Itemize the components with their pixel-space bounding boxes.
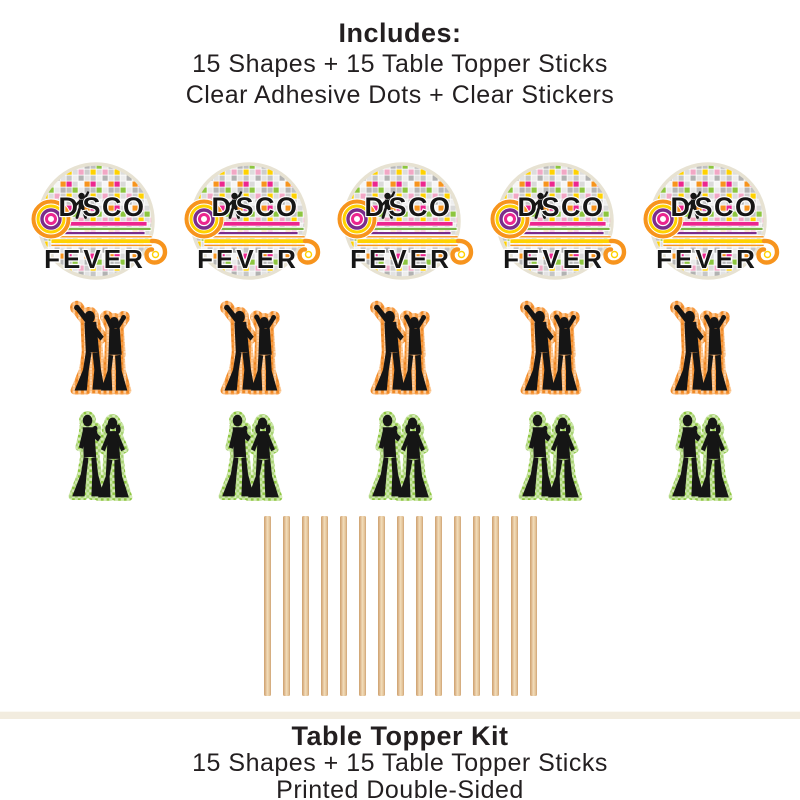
wooden-stick bbox=[301, 516, 309, 696]
disco-fever-logo: D SCO FEVER bbox=[642, 160, 780, 282]
disco-letter-d: D bbox=[59, 192, 80, 222]
wooden-stick bbox=[320, 516, 328, 696]
disco-letters-sco: SCO bbox=[235, 192, 298, 222]
rainbow-spiral-icon bbox=[336, 198, 378, 240]
disco-letter-d: D bbox=[518, 192, 539, 222]
rainbow-spiral-icon bbox=[183, 198, 225, 240]
fever-wordmark: FEVER bbox=[197, 244, 299, 274]
stripe-curl bbox=[297, 238, 321, 265]
disco-wordmark: D SCO bbox=[669, 191, 757, 223]
kit-caption-block: Table Topper Kit 15 Shapes + 15 Table To… bbox=[0, 719, 800, 800]
disco-fever-logo: D SCO FEVER bbox=[30, 160, 168, 282]
wooden-stick bbox=[434, 516, 442, 696]
dancing-couple-orange-shape bbox=[67, 299, 133, 401]
fever-wordmark: FEVER bbox=[44, 244, 146, 274]
divider bbox=[0, 711, 800, 719]
kit-line-2: Printed Double-Sided bbox=[276, 776, 524, 800]
dancing-couple-green-shape bbox=[366, 409, 434, 505]
dancer-i-icon bbox=[532, 191, 549, 219]
disco-letters-sco: SCO bbox=[694, 192, 757, 222]
wooden-stick bbox=[358, 516, 366, 696]
stripe-curl bbox=[144, 238, 168, 265]
disco-letters-sco: SCO bbox=[541, 192, 604, 222]
dancing-couple-green-shape bbox=[516, 409, 584, 505]
dancer-i-icon bbox=[73, 191, 90, 219]
rainbow-spiral-icon bbox=[642, 198, 684, 240]
wooden-stick bbox=[453, 516, 461, 696]
disco-wordmark: D SCO bbox=[516, 191, 604, 223]
dancing-couple-green-shape bbox=[66, 409, 134, 505]
disco-letters-sco: SCO bbox=[388, 192, 451, 222]
rainbow-stripes bbox=[356, 221, 474, 265]
dancer-i-icon bbox=[226, 191, 243, 219]
dancing-couple-green-shape bbox=[666, 409, 734, 505]
fever-wordmark: FEVER bbox=[656, 244, 758, 274]
wooden-stick bbox=[472, 516, 480, 696]
fever-wordmark: FEVER bbox=[350, 244, 452, 274]
dancer-i-icon bbox=[379, 191, 396, 219]
disco-letter-d: D bbox=[212, 192, 233, 222]
disco-wordmark: D SCO bbox=[57, 191, 145, 223]
includes-heading: Includes: bbox=[338, 18, 462, 48]
rainbow-stripes bbox=[50, 221, 168, 265]
disco-wordmark: D SCO bbox=[363, 191, 451, 223]
disco-fever-logo: D SCO FEVER bbox=[336, 160, 474, 282]
disco-fever-logo: D SCO FEVER bbox=[489, 160, 627, 282]
disco-fever-logo: D SCO FEVER bbox=[183, 160, 321, 282]
orange-dancers-row bbox=[0, 299, 800, 401]
dancing-couple-orange-shape bbox=[517, 299, 583, 401]
topper-sticks-row bbox=[0, 516, 800, 696]
disco-letter-d: D bbox=[671, 192, 692, 222]
kit-line-1: 15 Shapes + 15 Table Topper Sticks bbox=[192, 749, 608, 777]
dancing-couple-orange-shape bbox=[217, 299, 283, 401]
kit-title: Table Topper Kit bbox=[291, 721, 509, 751]
includes-line-1: 15 Shapes + 15 Table Topper Sticks bbox=[192, 50, 608, 78]
wooden-stick bbox=[491, 516, 499, 696]
wooden-stick bbox=[339, 516, 347, 696]
disco-letter-d: D bbox=[365, 192, 386, 222]
stripe-curl bbox=[450, 238, 474, 265]
dancing-couple-orange-shape bbox=[667, 299, 733, 401]
fever-wordmark: FEVER bbox=[503, 244, 605, 274]
wooden-stick bbox=[377, 516, 385, 696]
stripe-curl bbox=[756, 238, 780, 265]
wooden-stick bbox=[510, 516, 518, 696]
includes-block: Includes: 15 Shapes + 15 Table Topper St… bbox=[0, 0, 800, 111]
wooden-stick bbox=[396, 516, 404, 696]
dancing-couple-orange-shape bbox=[367, 299, 433, 401]
disco-letters-sco: SCO bbox=[82, 192, 145, 222]
disco-logo-row: D SCO FEVER bbox=[0, 151, 800, 291]
green-dancers-row bbox=[0, 409, 800, 505]
stripe-curl bbox=[603, 238, 627, 265]
rainbow-spiral-icon bbox=[30, 198, 72, 240]
disco-wordmark: D SCO bbox=[210, 191, 298, 223]
wooden-stick bbox=[282, 516, 290, 696]
wooden-stick bbox=[415, 516, 423, 696]
dancer-i-icon bbox=[685, 191, 702, 219]
wooden-stick bbox=[529, 516, 537, 696]
wooden-stick bbox=[263, 516, 271, 696]
dancing-couple-green-shape bbox=[216, 409, 284, 505]
includes-line-2: Clear Adhesive Dots + Clear Stickers bbox=[185, 81, 615, 109]
rainbow-spiral-icon bbox=[489, 198, 531, 240]
